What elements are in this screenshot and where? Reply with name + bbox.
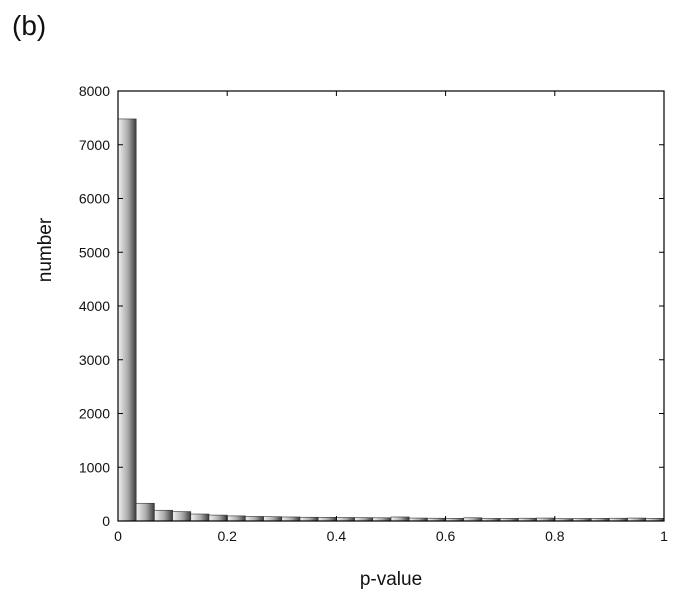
y-tick-label: 6000 xyxy=(79,191,110,207)
x-tick-label: 0.4 xyxy=(327,528,347,544)
x-tick-label: 0.2 xyxy=(217,528,237,544)
x-tick-label: 0 xyxy=(114,528,122,544)
histogram-bar xyxy=(281,516,301,522)
plot-frame xyxy=(117,90,665,522)
bar-series xyxy=(117,118,665,522)
histogram-bar xyxy=(190,513,210,522)
histogram-bar xyxy=(135,502,155,522)
panel-label: (b) xyxy=(12,10,47,41)
x-tick-label: 0.6 xyxy=(436,528,456,544)
x-tick-label: 0.8 xyxy=(545,528,565,544)
y-axis-label: number xyxy=(35,217,56,282)
y-tick-label: 5000 xyxy=(79,244,110,260)
y-tick-label: 4000 xyxy=(79,298,110,314)
histogram-bar xyxy=(117,118,137,522)
histogram-bar xyxy=(172,511,192,522)
y-tick-label: 8000 xyxy=(79,83,110,99)
y-tick-label: 7000 xyxy=(79,137,110,153)
histogram-bar xyxy=(245,516,264,522)
y-tick-label: 1000 xyxy=(79,459,110,475)
histogram-bar xyxy=(208,514,228,522)
x-axis-label: p-value xyxy=(360,569,422,590)
y-tick-label: 0 xyxy=(102,513,110,529)
y-axis-ticks: 0 1000 2000 3000 4000 5000 6000 7000 8000 xyxy=(79,83,664,529)
y-tick-label: 2000 xyxy=(79,406,110,422)
y-tick-label: 3000 xyxy=(79,352,110,368)
histogram-bar xyxy=(154,509,173,522)
x-axis-ticks: 0 0.2 0.4 0.6 0.8 1 xyxy=(114,91,668,544)
x-tick-label: 1 xyxy=(660,528,668,544)
histogram-bar xyxy=(263,516,283,522)
histogram-bar xyxy=(226,515,246,522)
histogram-bar xyxy=(390,516,410,522)
